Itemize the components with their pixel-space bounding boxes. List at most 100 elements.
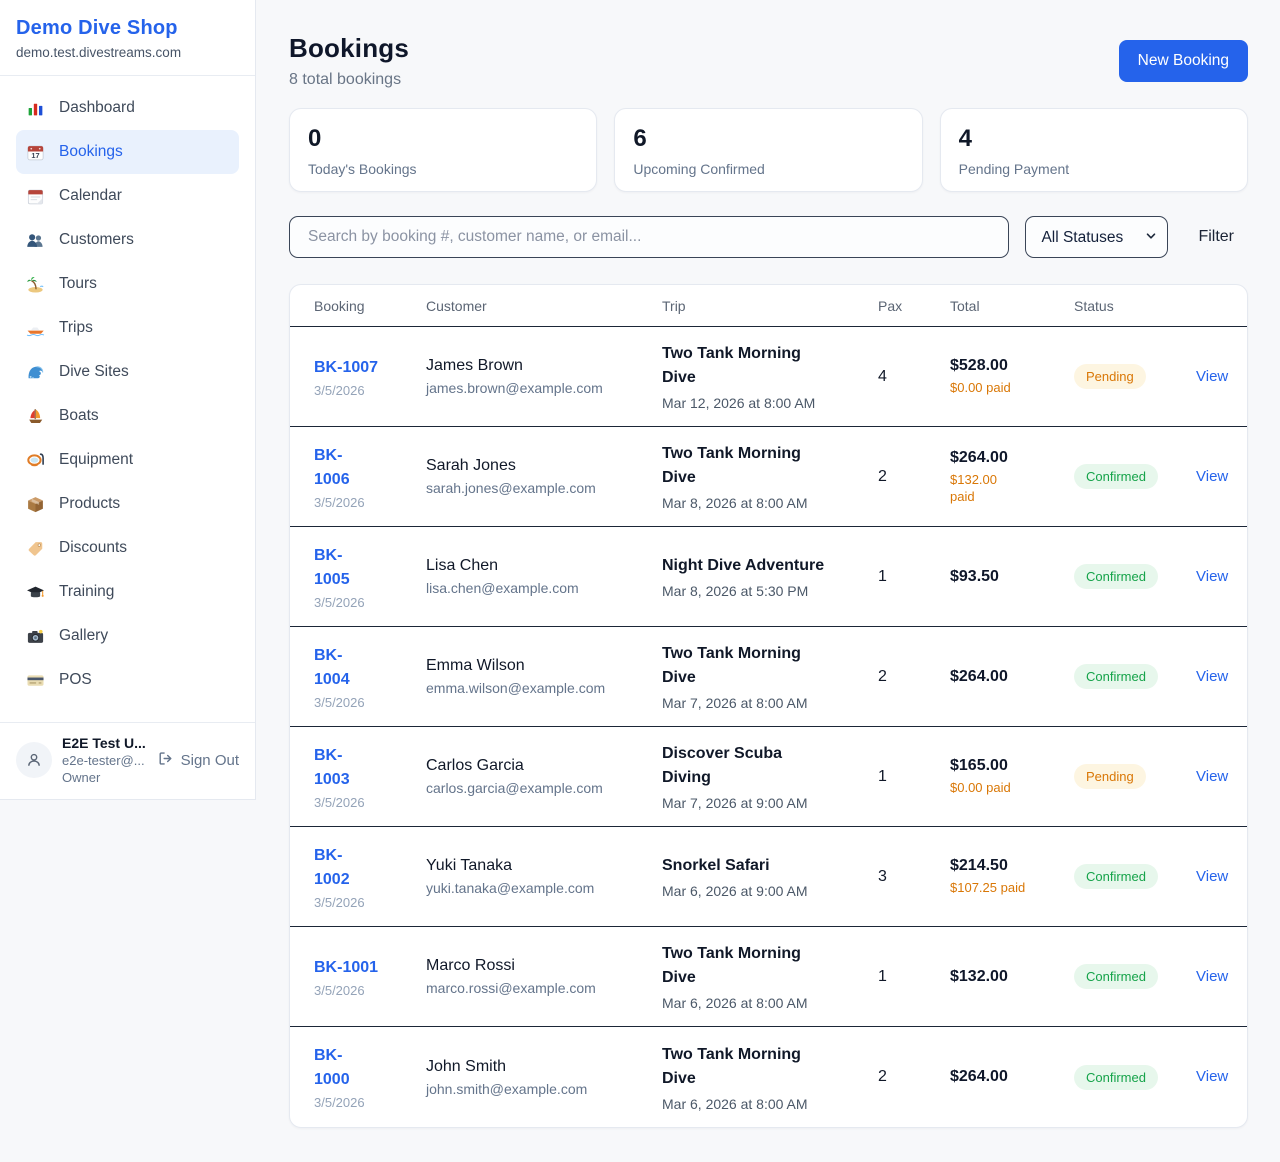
- trip-datetime: Mar 6, 2026 at 8:00 AM: [662, 995, 808, 1011]
- booking-id-link[interactable]: BK- 1006: [314, 446, 350, 488]
- customer-email: james.brown@example.com: [426, 380, 603, 396]
- trip-datetime: Mar 8, 2026 at 5:30 PM: [662, 583, 809, 599]
- view-link[interactable]: View: [1196, 867, 1229, 885]
- table-row: BK- 1003 3/5/2026 Carlos Garcia carlos.g…: [290, 727, 1247, 827]
- customer-email: lisa.chen@example.com: [426, 580, 579, 596]
- trip-name: Two Tank Morning Dive: [662, 1045, 801, 1087]
- customer-email: marco.rossi@example.com: [426, 980, 596, 996]
- view-link[interactable]: View: [1196, 1068, 1229, 1085]
- sidebar-footer: E2E Test U... e2e-tester@... Owner Sign …: [0, 722, 255, 799]
- booking-date: 3/5/2026: [314, 494, 365, 510]
- trip-datetime: Mar 8, 2026 at 8:00 AM: [662, 495, 808, 511]
- sign-out-label: Sign Out: [180, 751, 239, 769]
- credit-card-icon: [26, 671, 45, 690]
- status-badge: Pending: [1074, 364, 1146, 389]
- sidebar-item-products[interactable]: Products: [16, 482, 239, 526]
- sidebar-item-tours[interactable]: Tours: [16, 262, 239, 306]
- stat-value: 0: [308, 125, 322, 152]
- sidebar-nav: Dashboard 17 Bookings Calendar Customers Tour…: [0, 76, 255, 702]
- new-booking-button[interactable]: New Booking: [1118, 40, 1248, 82]
- booking-date: 3/5/2026: [314, 1095, 365, 1110]
- stat-card-todays-bookings: 0 Today's Bookings: [289, 108, 598, 192]
- booking-id-link[interactable]: BK-1007: [314, 358, 379, 376]
- total-amount: $214.50: [950, 857, 1008, 874]
- customer-name: Emma Wilson: [426, 657, 525, 674]
- stat-value: 6: [633, 125, 647, 152]
- table-row: BK- 1005 3/5/2026 Lisa Chen lisa.chen@ex…: [290, 527, 1247, 627]
- view-link[interactable]: View: [1196, 467, 1229, 485]
- filter-row: All Statuses Filter: [289, 216, 1248, 258]
- dive-mask-icon: [26, 451, 45, 470]
- trip-datetime: Mar 6, 2026 at 9:00 AM: [662, 883, 808, 899]
- table-row: BK- 1002 3/5/2026 Yuki Tanaka yuki.tanak…: [290, 827, 1247, 927]
- table-body: BK-1007 3/5/2026 James Brown james.brown…: [290, 327, 1247, 1127]
- column-header-booking: Booking: [314, 297, 365, 314]
- sidebar-item-label: Equipment: [59, 451, 134, 468]
- sidebar-item-dashboard[interactable]: Dashboard: [16, 86, 239, 130]
- total-amount: $93.50: [950, 567, 999, 585]
- pax-value: 1: [878, 967, 887, 985]
- booking-date: 3/5/2026: [314, 982, 365, 998]
- customer-name: Marco Rossi: [426, 957, 515, 974]
- calendar-icon: [26, 187, 45, 206]
- column-header-status: Status: [1074, 297, 1114, 314]
- status-badge: Pending: [1074, 764, 1146, 789]
- booking-id-link[interactable]: BK- 1004: [314, 646, 350, 688]
- customer-email: sarah.jones@example.com: [426, 480, 596, 496]
- sidebar-item-equipment[interactable]: Equipment: [16, 438, 239, 482]
- wave-icon: [26, 363, 45, 382]
- trip-name: Two Tank Morning Dive: [662, 445, 801, 486]
- booking-date: 3/5/2026: [314, 694, 365, 710]
- view-link[interactable]: View: [1196, 567, 1229, 585]
- people-icon: [26, 231, 45, 250]
- sidebar-item-trips[interactable]: Trips: [16, 306, 239, 350]
- trip-name: Two Tank Morning Dive: [662, 645, 801, 686]
- column-header-total: Total: [950, 297, 980, 314]
- view-link[interactable]: View: [1196, 367, 1229, 385]
- booking-id-link[interactable]: BK- 1003: [314, 746, 350, 788]
- page-title: Bookings: [289, 33, 410, 63]
- sidebar-item-boats[interactable]: Boats: [16, 394, 239, 438]
- sidebar-item-label: Tours: [59, 275, 97, 292]
- sidebar-item-gallery[interactable]: Gallery: [16, 614, 239, 658]
- booking-id-link[interactable]: BK-1001: [314, 958, 379, 976]
- column-header-trip: Trip: [662, 297, 686, 314]
- booking-id-link[interactable]: BK- 1005: [314, 546, 350, 588]
- person-icon: [28, 753, 40, 766]
- customer-email: carlos.garcia@example.com: [426, 780, 603, 796]
- camera-icon: [26, 627, 45, 646]
- sidebar-item-customers[interactable]: Customers: [16, 218, 239, 262]
- view-link[interactable]: View: [1196, 667, 1229, 685]
- filter-button[interactable]: Filter: [1184, 228, 1248, 246]
- sidebar-item-label: Customers: [59, 231, 134, 248]
- view-link[interactable]: View: [1196, 767, 1229, 785]
- booking-id-link[interactable]: BK- 1002: [314, 846, 350, 888]
- page-header: Bookings 8 total bookings New Booking: [289, 33, 1248, 89]
- sidebar-item-label: Training: [59, 583, 115, 600]
- search-input[interactable]: [289, 216, 1010, 258]
- trip-datetime: Mar 7, 2026 at 8:00 AM: [662, 695, 808, 711]
- main-content: Bookings 8 total bookings New Booking 0 …: [257, 0, 1280, 1128]
- sidebar-item-bookings[interactable]: 17 Bookings: [16, 130, 239, 174]
- stat-label: Pending Payment: [958, 161, 1070, 177]
- paid-amount: $0.00 paid: [950, 380, 1011, 395]
- status-filter-select[interactable]: All Statuses: [1025, 216, 1169, 258]
- table-row: BK- 1006 3/5/2026 Sarah Jones sarah.jone…: [290, 427, 1247, 527]
- sidebar-item-dive-sites[interactable]: Dive Sites: [16, 350, 239, 394]
- stats-row: 0 Today's Bookings 6 Upcoming Confirmed …: [289, 108, 1248, 192]
- stat-label: Today's Bookings: [308, 161, 417, 177]
- customer-name: Yuki Tanaka: [426, 857, 512, 874]
- pax-value: 2: [878, 467, 887, 485]
- booking-id-link[interactable]: BK- 1000: [314, 1047, 350, 1088]
- page-subtitle: 8 total bookings: [289, 71, 402, 88]
- booking-date: 3/5/2026: [314, 794, 365, 810]
- sidebar-item-pos[interactable]: POS: [16, 658, 239, 702]
- view-link[interactable]: View: [1196, 967, 1229, 985]
- sidebar: Demo Dive Shop demo.test.divestreams.com…: [0, 0, 256, 800]
- sidebar-item-training[interactable]: Training: [16, 570, 239, 614]
- pax-value: 2: [878, 1068, 887, 1085]
- sidebar-item-discounts[interactable]: Discounts: [16, 526, 239, 570]
- sign-out-button[interactable]: Sign Out: [157, 750, 239, 771]
- total-amount: $264.00: [950, 1068, 1008, 1085]
- sidebar-item-calendar[interactable]: Calendar: [16, 174, 239, 218]
